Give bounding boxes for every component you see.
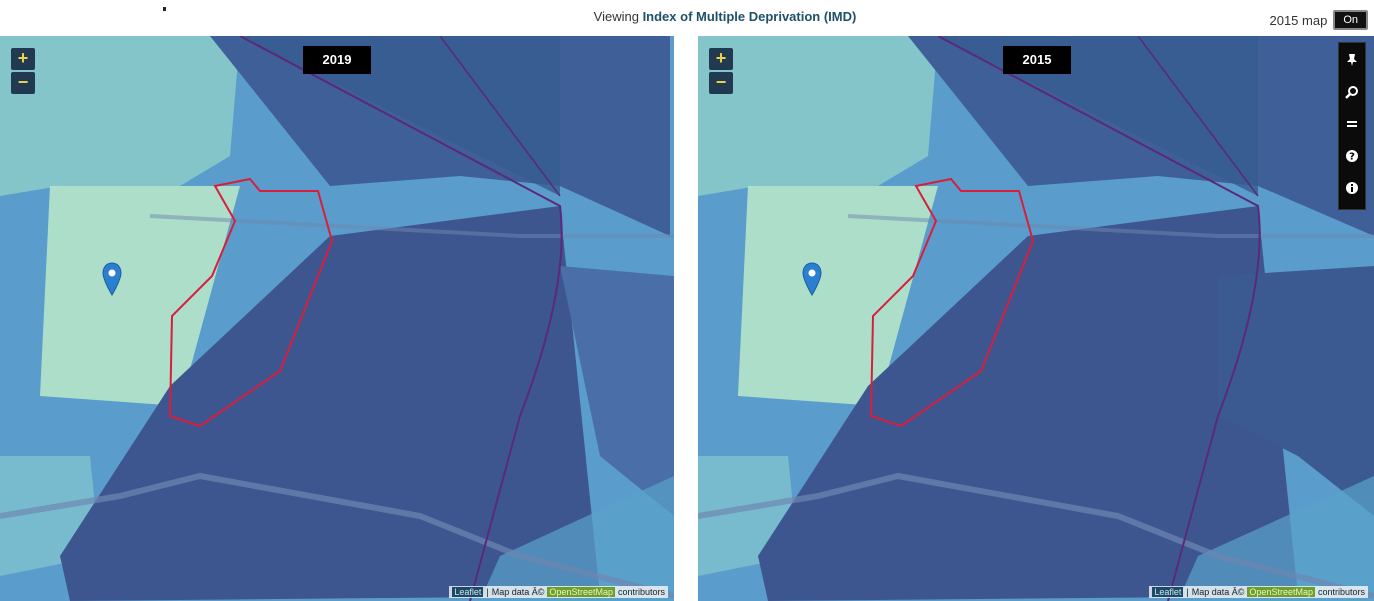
osm-link[interactable]: OpenStreetMap xyxy=(1247,587,1315,597)
map-toggle-group: 2015 map On xyxy=(1269,10,1368,30)
map-attribution: Leaflet | Map data Â© OpenStreetMap cont… xyxy=(449,586,668,598)
search-icon[interactable] xyxy=(1339,79,1365,105)
attribution-separator: | xyxy=(486,587,489,597)
zoom-control: + − xyxy=(11,48,35,94)
map-canvas[interactable] xyxy=(698,36,1374,601)
viewing-title: Index of Multiple Deprivation (IMD) xyxy=(642,9,857,24)
leaflet-link[interactable]: Leaflet xyxy=(452,587,484,597)
map-marker-icon[interactable] xyxy=(802,262,822,296)
map-2019[interactable]: + − 2019 Leaflet | Map data Â© OpenStree… xyxy=(0,36,674,601)
bullet-mark xyxy=(163,7,166,11)
map-tool-panel: ? xyxy=(1338,42,1366,210)
info-icon[interactable] xyxy=(1339,175,1365,201)
map-2015[interactable]: + − 2015 ? Leaflet | Map data Â© OpenStr… xyxy=(698,36,1374,601)
help-icon[interactable]: ? xyxy=(1339,143,1365,169)
map-toggle-button[interactable]: On xyxy=(1333,10,1368,30)
attribution-contributors: contributors xyxy=(617,587,665,597)
zoom-control: + − xyxy=(709,48,733,94)
map-attribution: Leaflet | Map data Â© OpenStreetMap cont… xyxy=(1149,586,1368,598)
attribution-contributors: contributors xyxy=(1317,587,1365,597)
map-canvas[interactable] xyxy=(0,36,674,601)
viewing-caption: Viewing Index of Multiple Deprivation (I… xyxy=(0,9,1374,24)
list-icon[interactable] xyxy=(1339,111,1365,137)
zoom-in-button[interactable]: + xyxy=(11,48,35,70)
svg-text:?: ? xyxy=(1349,152,1355,163)
year-label: 2015 xyxy=(1003,46,1071,74)
map-marker-icon[interactable] xyxy=(102,262,122,296)
year-label: 2019 xyxy=(303,46,371,74)
viewing-prefix: Viewing xyxy=(593,9,639,24)
attribution-map-data: Map data Â© xyxy=(491,587,545,597)
osm-link[interactable]: OpenStreetMap xyxy=(547,587,615,597)
top-bar: Viewing Index of Multiple Deprivation (I… xyxy=(0,0,1374,34)
zoom-out-button[interactable]: − xyxy=(709,72,733,94)
leaflet-link[interactable]: Leaflet xyxy=(1152,587,1184,597)
attribution-map-data: Map data Â© xyxy=(1191,587,1245,597)
attribution-separator: | xyxy=(1186,587,1189,597)
zoom-in-button[interactable]: + xyxy=(709,48,733,70)
map-toggle-label: 2015 map xyxy=(1269,12,1328,28)
zoom-out-button[interactable]: − xyxy=(11,72,35,94)
pin-icon[interactable] xyxy=(1339,47,1365,73)
